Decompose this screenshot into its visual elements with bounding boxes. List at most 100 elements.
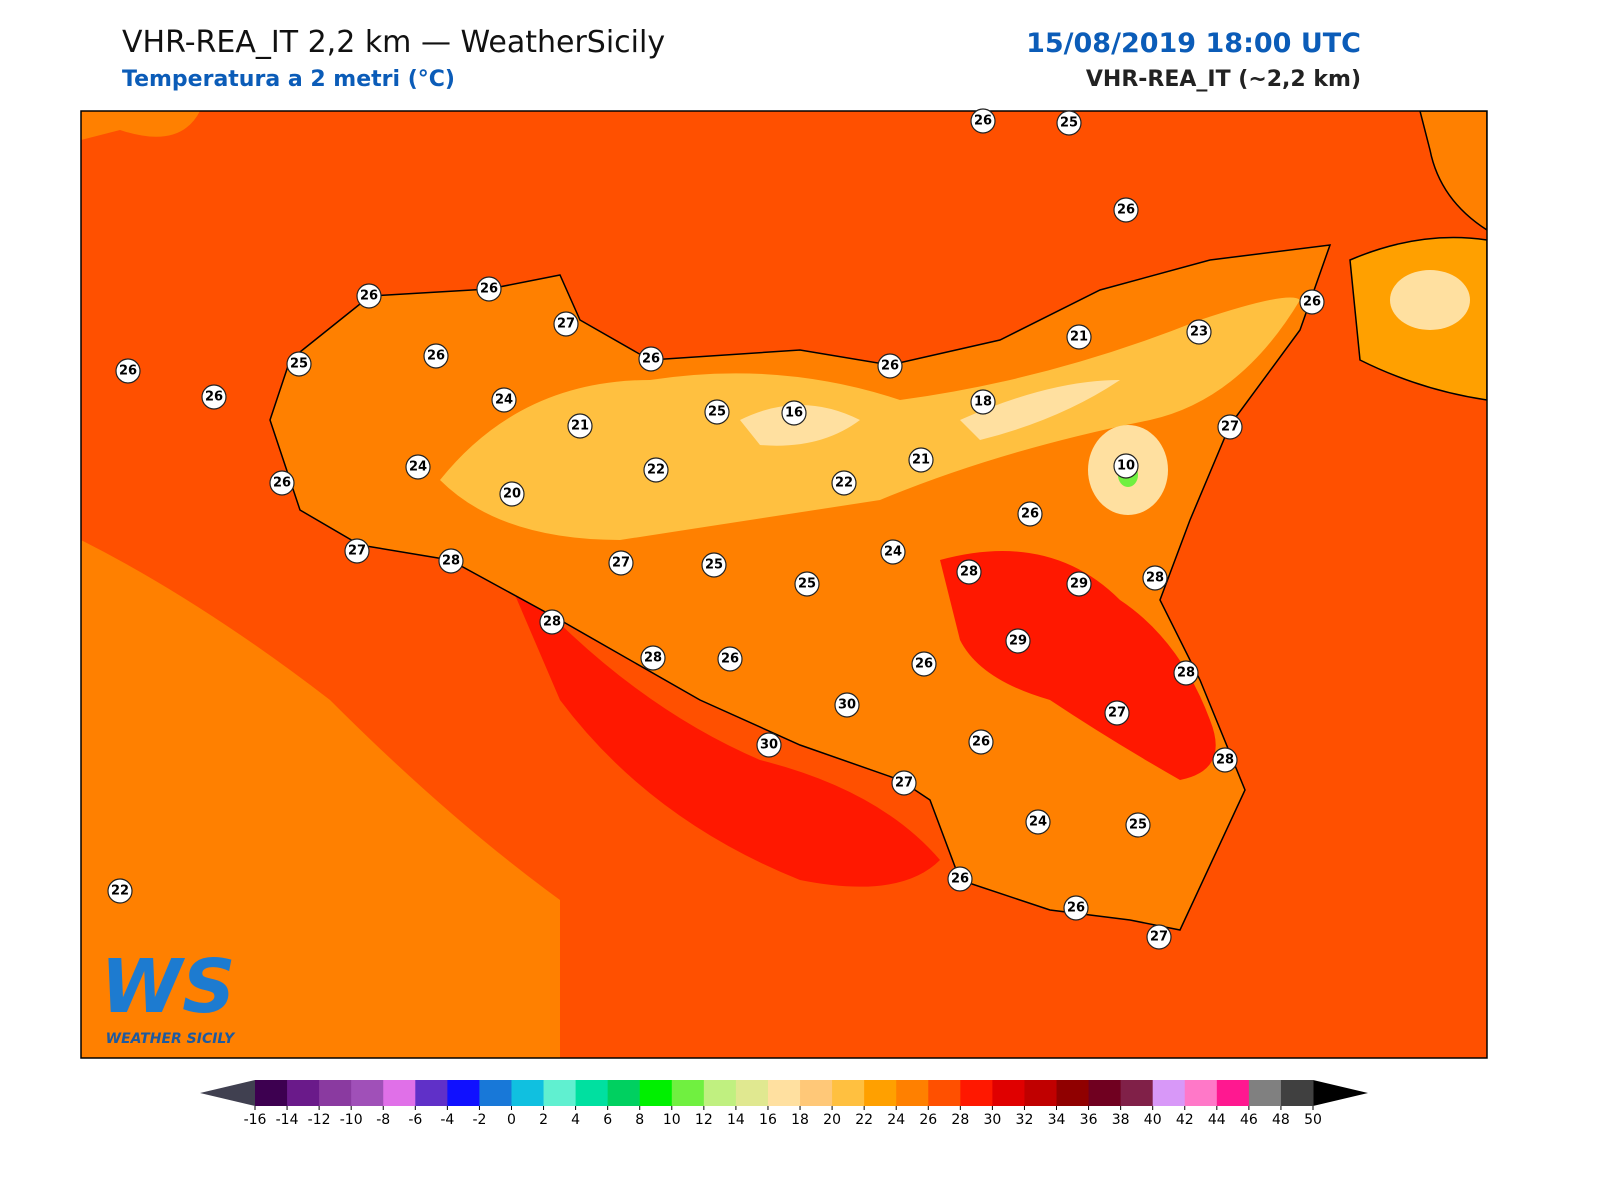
station-marker (438, 548, 464, 574)
map-frame (80, 110, 1488, 1059)
colorbar-tick-label: -8 (376, 1112, 390, 1128)
colorbar-segment (1280, 1080, 1314, 1106)
station-marker (947, 866, 973, 892)
station-marker (956, 559, 982, 585)
station-marker (877, 353, 903, 379)
colorbar-tick-label: 0 (507, 1112, 516, 1128)
colorbar-tick-label: 16 (759, 1112, 777, 1128)
colorbar-segment (800, 1080, 833, 1106)
colorbar-segment (1216, 1080, 1250, 1106)
station-value: 21 (1070, 330, 1088, 345)
station-value: 22 (835, 476, 853, 491)
station-marker (970, 108, 996, 134)
station-marker (1104, 700, 1130, 726)
colorbar-segment (767, 1080, 801, 1106)
colorbar-tick-label: 26 (919, 1112, 937, 1128)
station-marker (107, 878, 133, 904)
station-value: 25 (1129, 818, 1147, 833)
station-value: 25 (290, 357, 308, 372)
colorbar-tick-label: 2 (539, 1112, 548, 1128)
station-value: 26 (915, 657, 933, 672)
station-value: 27 (557, 317, 575, 332)
station-marker (491, 387, 517, 413)
colorbar-tick-label: -4 (440, 1112, 454, 1128)
station-value: 26 (1021, 507, 1039, 522)
colorbar-segment (1184, 1080, 1218, 1106)
station-marker (499, 481, 525, 507)
station-value: 26 (427, 349, 445, 364)
station-marker (1113, 453, 1139, 479)
colorbar-tick-label: -6 (408, 1112, 422, 1128)
station-value: 28 (960, 565, 978, 580)
station-marker (1173, 660, 1199, 686)
station-value: 24 (495, 393, 513, 408)
station-marker (1063, 895, 1089, 921)
station-marker (911, 651, 937, 677)
datetime: 15/08/2019 18:00 UTC (1026, 28, 1361, 59)
station-marker (405, 454, 431, 480)
station-value: 26 (360, 289, 378, 304)
colorbar-segment (575, 1080, 609, 1106)
colorbar-over (1313, 1080, 1368, 1106)
colorbar-segment (351, 1080, 384, 1106)
colorbar-tick-label: 38 (1112, 1112, 1130, 1128)
station-marker (704, 399, 730, 425)
logo-name: WEATHER SICILY (106, 1031, 237, 1047)
colorbar-tick-label: 48 (1272, 1112, 1290, 1128)
station-marker (539, 609, 565, 635)
logo-mark: WS (101, 944, 236, 1030)
colorbar-tick-label: -2 (472, 1112, 486, 1128)
colorbar-segment (639, 1080, 673, 1106)
colorbar-segment (287, 1080, 320, 1106)
station-marker (356, 283, 382, 309)
colorbar-tick-label: 22 (855, 1112, 873, 1128)
model: VHR-REA_IT (~2,2 km) (1086, 67, 1361, 92)
station-marker (269, 470, 295, 496)
station-value: 20 (503, 487, 521, 502)
station-value: 27 (1221, 420, 1239, 435)
colorbar-segment (383, 1080, 416, 1106)
calabria-cool (1390, 270, 1470, 330)
station-marker (1017, 501, 1043, 527)
station-value: 26 (972, 735, 990, 750)
colorbar-tick-label: 34 (1048, 1112, 1066, 1128)
station-marker (908, 447, 934, 473)
colorbar-segment (960, 1080, 993, 1106)
colorbar-tick-label: 4 (571, 1112, 580, 1128)
station-value: 30 (838, 698, 856, 713)
station-marker (1113, 197, 1139, 223)
colorbar-segment (1152, 1080, 1186, 1106)
station-marker (567, 413, 593, 439)
colorbar-tick-label: 36 (1080, 1112, 1098, 1128)
station-value: 23 (1190, 325, 1208, 340)
colorbar-segment (703, 1080, 737, 1106)
colorbar: -16 -14 -12 -10 -8 -6 -4 -2 0 2 4 6 8 10 12 14 16 18 20 22 2… (200, 1080, 1368, 1128)
station-value: 26 (642, 352, 660, 367)
station-value: 26 (1303, 295, 1321, 310)
colorbar-tick-label: 32 (1016, 1112, 1034, 1128)
station-value: 25 (1060, 116, 1078, 131)
station-value: 21 (571, 419, 589, 434)
title: VHR-REA_IT 2,2 km — WeatherSicily (122, 25, 665, 60)
station-marker (608, 550, 634, 576)
station-marker (1066, 324, 1092, 350)
stations: 26 25 26 26 26 27 26 26 25 26 26 24 25 16 26 21 23 26 18 27… (107, 108, 1325, 950)
station-value: 26 (1117, 203, 1135, 218)
station-marker (638, 346, 664, 372)
station-marker (970, 389, 996, 415)
colorbar-segment (447, 1080, 480, 1106)
colorbar-segment (928, 1080, 961, 1106)
colorbar-under (200, 1080, 255, 1106)
colorbar-segment (543, 1080, 577, 1106)
station-value: 28 (442, 554, 460, 569)
colorbar-tick-label: 24 (887, 1112, 905, 1128)
colorbar-segment (479, 1080, 512, 1106)
colorbar-segment (671, 1080, 705, 1106)
colorbar-segment (511, 1080, 545, 1106)
station-value: 22 (647, 463, 665, 478)
station-marker (794, 571, 820, 597)
colorbar-segment (992, 1080, 1025, 1106)
station-value: 25 (705, 558, 723, 573)
colorbar-tick-label: 10 (663, 1112, 681, 1128)
